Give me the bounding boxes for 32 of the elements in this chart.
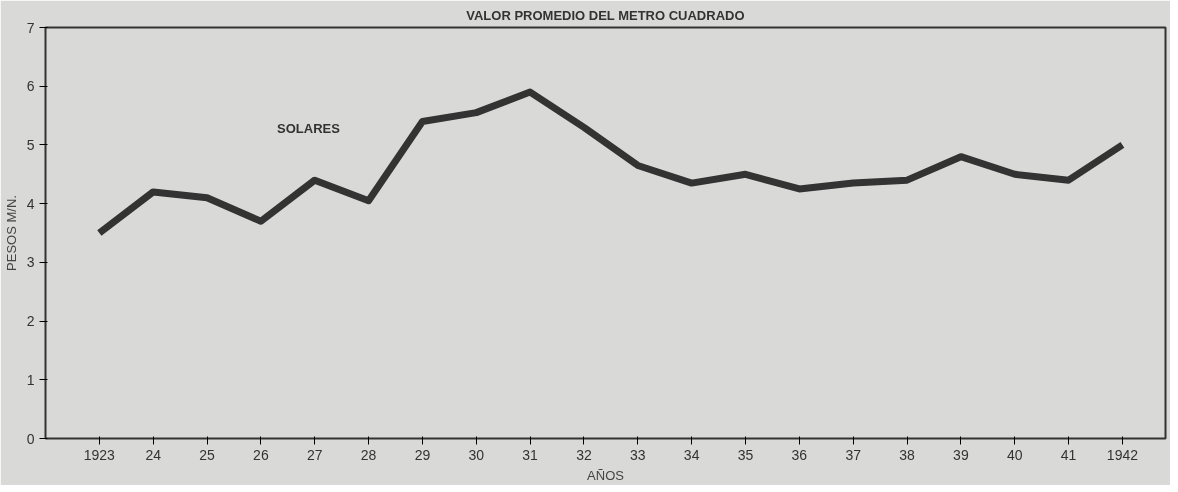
x-tick-label: 1942 [1106,446,1139,463]
y-tick-label: 7 [26,19,35,36]
y-tick-label: 3 [26,254,35,271]
y-tick-label: 0 [26,430,35,447]
x-tick-label: 33 [630,446,646,463]
x-tick-label: 24 [145,446,162,463]
x-tick-label: 1923 [83,446,116,463]
x-tick-label: 25 [199,446,216,463]
y-tick-label: 1 [26,371,35,388]
y-tick-label: 2 [26,313,35,330]
y-tick-label: 5 [26,136,35,153]
x-axis-title: AÑOS [587,467,625,483]
chart-title: VALOR PROMEDIO DEL METRO CUADRADO [466,7,745,23]
y-tick-label: 4 [26,195,35,212]
y-tick-label: 6 [26,78,35,95]
x-tick-label: 36 [791,446,808,463]
x-tick-label: 40 [1006,446,1023,463]
text: SOLARES [277,121,341,137]
y-axis-title: PESOS M/N. [3,195,19,271]
x-tick-label: 39 [953,446,969,463]
x-tick-label: 34 [683,446,700,463]
x-tick-label: 31 [522,446,539,463]
x-tick-label: 35 [737,446,754,463]
x-tick-label: 37 [845,446,862,463]
x-tick-label: 26 [253,446,269,463]
x-tick-label: 41 [1060,446,1077,463]
x-tick-label: 30 [468,446,485,463]
x-tick-label: 27 [306,446,323,463]
x-tick-label: 29 [414,446,431,463]
x-tick-label: 32 [576,446,592,463]
x-tick-label: 38 [899,446,916,463]
x-tick-label: 28 [360,446,377,463]
